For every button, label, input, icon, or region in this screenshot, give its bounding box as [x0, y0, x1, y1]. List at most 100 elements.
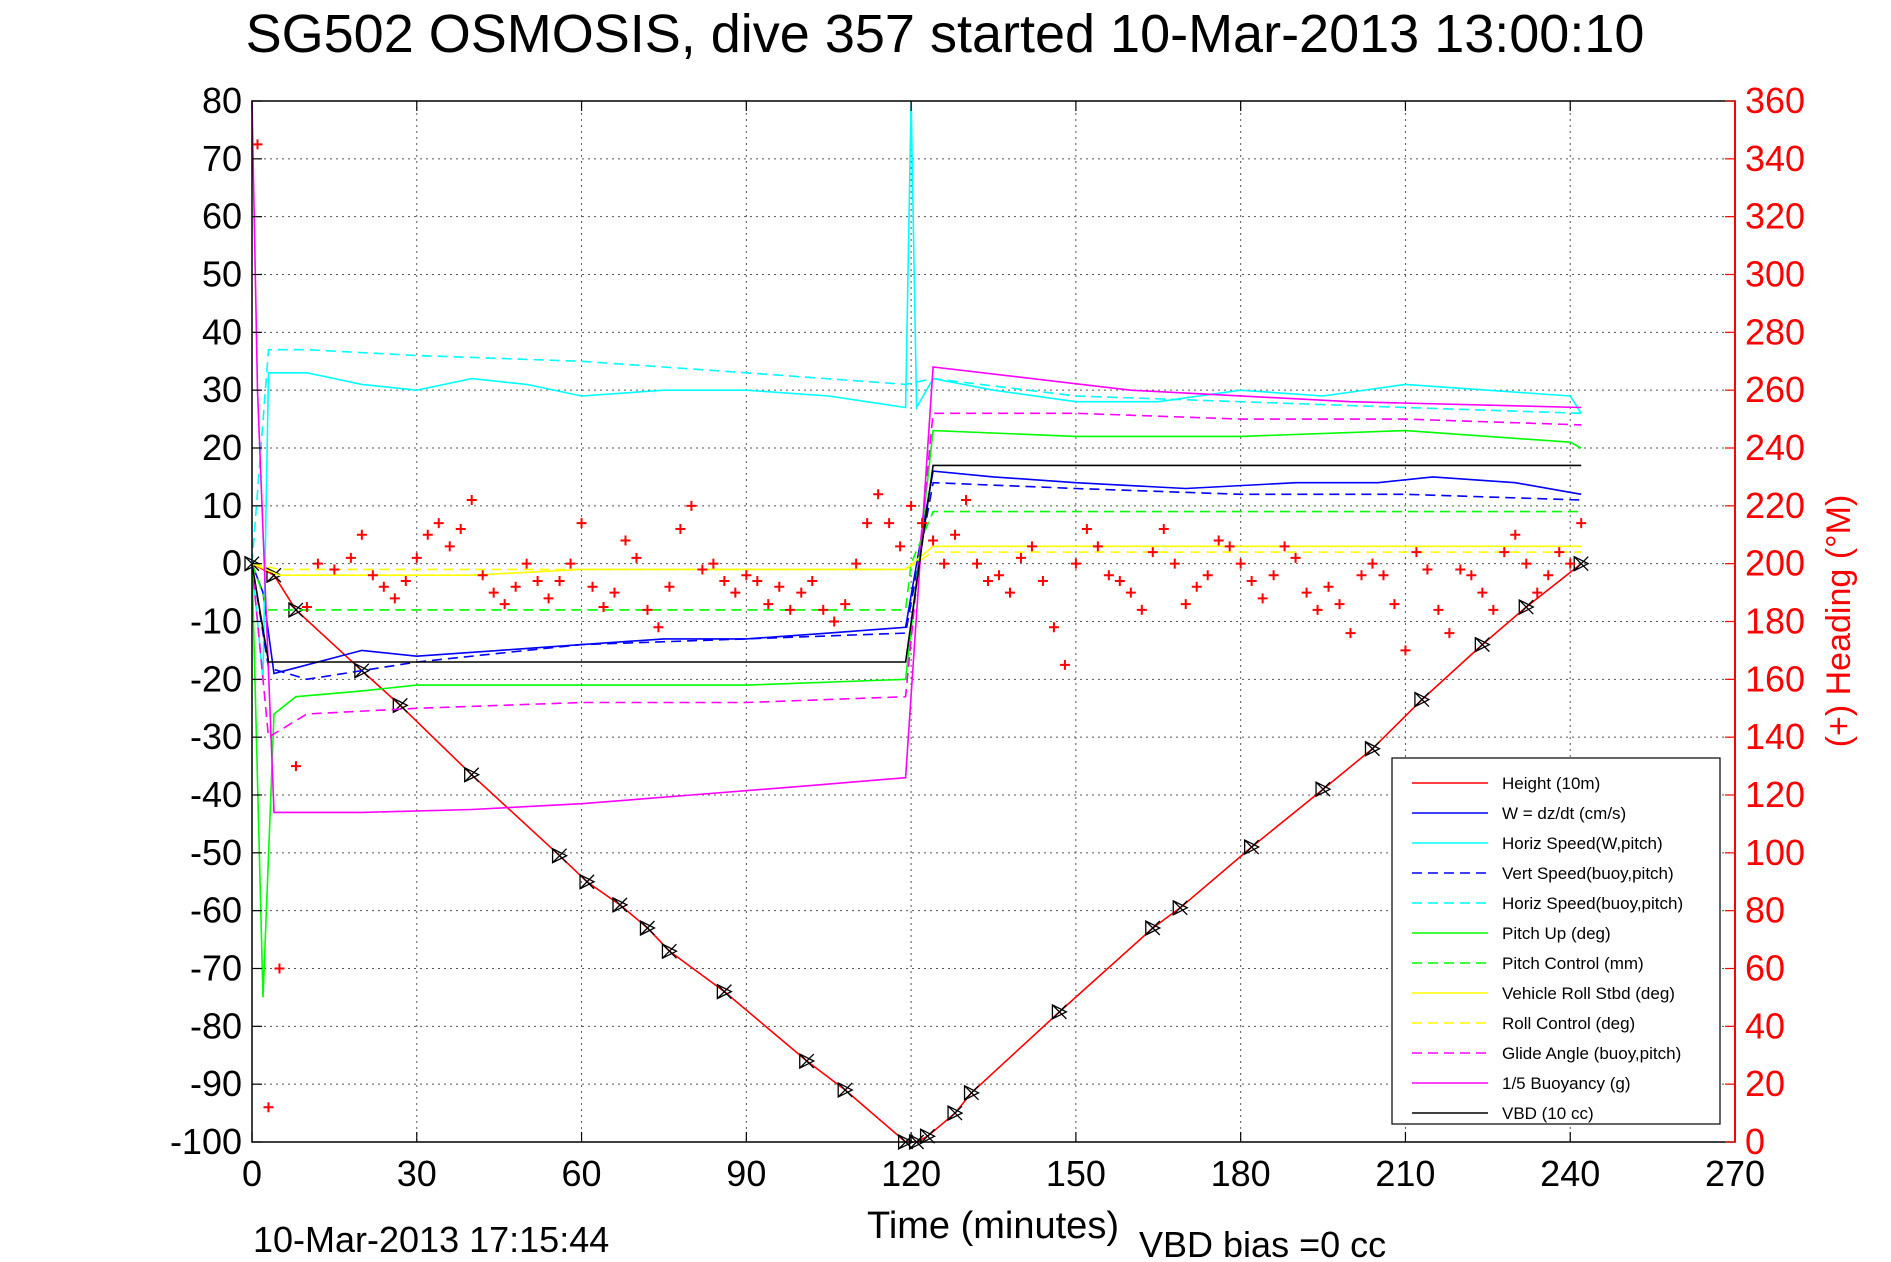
- heading-point: [312, 558, 323, 569]
- heading-point: [1323, 581, 1334, 592]
- right-tick-label: 280: [1745, 311, 1805, 352]
- heading-point: [620, 535, 631, 546]
- right-tick-label: 220: [1745, 485, 1805, 526]
- y-tick-label: 80: [202, 80, 242, 121]
- heading-point: [1070, 558, 1081, 569]
- heading-point: [1125, 587, 1136, 598]
- heading-point: [1488, 604, 1499, 615]
- heading-point: [675, 523, 686, 534]
- x-tick-label: 120: [881, 1153, 941, 1194]
- heading-point: [1081, 523, 1092, 534]
- heading-point: [653, 622, 664, 633]
- legend-label: Pitch Up (deg): [1502, 924, 1611, 943]
- y-tick-label: 20: [202, 427, 242, 468]
- heading-point: [543, 593, 554, 604]
- x-tick-label: 180: [1211, 1153, 1271, 1194]
- series-line-vbd-10-cc: [251, 464, 1582, 663]
- heading-point: [873, 489, 884, 500]
- heading-point: [895, 541, 906, 552]
- heading-point: [1202, 570, 1213, 581]
- heading-point: [1565, 558, 1576, 569]
- height-marker: [639, 919, 656, 937]
- y-tick-label: -90: [190, 1063, 242, 1104]
- heading-point: [1334, 599, 1345, 610]
- heading-point: [1532, 587, 1543, 598]
- heading-point: [488, 587, 499, 598]
- y-tick-label: -70: [190, 948, 242, 989]
- heading-point: [1213, 535, 1224, 546]
- heading-point: [499, 599, 510, 610]
- series-line-1-5-buoyancy-g: [251, 100, 1582, 814]
- heading-point: [1576, 518, 1587, 529]
- right-tick-label: 340: [1745, 138, 1805, 179]
- series-line-horiz-speed-buoy-pitch: [251, 348, 1582, 564]
- heading-point: [774, 581, 785, 592]
- heading-point: [1301, 587, 1312, 598]
- series-line-roll-control-deg: [251, 551, 1582, 571]
- heading-point: [862, 518, 873, 529]
- heading-point: [972, 558, 983, 569]
- height-marker: [1172, 899, 1189, 916]
- heading-point: [554, 576, 565, 587]
- heading-point: [752, 576, 763, 587]
- heading-point: [1378, 570, 1389, 581]
- series-line-w-dz-dt-cm-s: [251, 470, 1582, 675]
- right-tick-label: 0: [1745, 1121, 1765, 1162]
- x-tick-label: 150: [1046, 1153, 1106, 1194]
- heading-point: [1103, 570, 1114, 581]
- heading-point: [609, 587, 620, 598]
- heading-point: [1466, 570, 1477, 581]
- heading-point: [1433, 604, 1444, 615]
- heading-point: [1367, 558, 1378, 569]
- legend-label: Vert Speed(buoy,pitch): [1502, 864, 1674, 883]
- grid-lines: [252, 101, 1735, 1142]
- heading-point: [785, 604, 796, 615]
- footer-timestamp: 10-Mar-2013 17:15:44: [253, 1219, 609, 1260]
- heading-point: [1444, 628, 1455, 639]
- x-tick-label: 90: [726, 1153, 766, 1194]
- series-layer: [244, 100, 1590, 1151]
- heading-point: [906, 500, 917, 511]
- heading-point: [1191, 581, 1202, 592]
- right-tick-label: 300: [1745, 254, 1805, 295]
- y-tick-label: -20: [190, 658, 242, 699]
- heading-point: [1246, 576, 1257, 587]
- heading-point: [961, 495, 972, 506]
- legend-label: Vehicle Roll Stbd (deg): [1502, 984, 1675, 1003]
- heading-point: [532, 576, 543, 587]
- heading-point: [708, 558, 719, 569]
- heading-point: [928, 535, 939, 546]
- heading-point: [1004, 587, 1015, 598]
- heading-point: [884, 518, 895, 529]
- right-tick-label: 240: [1745, 427, 1805, 468]
- heading-point: [1312, 604, 1323, 615]
- heading-point: [1169, 558, 1180, 569]
- height-marker: [799, 1052, 816, 1070]
- heading-point: [263, 1102, 274, 1113]
- heading-point: [1510, 529, 1521, 540]
- heading-point: [1235, 558, 1246, 569]
- right-tick-label: 360: [1745, 80, 1805, 121]
- x-tick-label: 210: [1375, 1153, 1435, 1194]
- height-marker: [551, 847, 569, 864]
- heading-point: [329, 564, 340, 575]
- right-tick-label: 180: [1745, 601, 1805, 642]
- heading-point: [411, 552, 422, 563]
- height-marker: [837, 1081, 854, 1099]
- legend: Height (10m) W = dz/dt (cm/s) Horiz Speed(…: [1391, 757, 1721, 1125]
- y-tick-label: 30: [202, 369, 242, 410]
- heading-point: [1356, 570, 1367, 581]
- heading-point: [433, 518, 444, 529]
- heading-point: [290, 761, 301, 772]
- x-tick-label: 0: [242, 1153, 262, 1194]
- heading-point: [1477, 587, 1488, 598]
- heading-point: [1059, 659, 1070, 670]
- x-tick-label: 270: [1705, 1153, 1765, 1194]
- y-tick-label: 40: [202, 311, 242, 352]
- y-tick-label: -10: [190, 601, 242, 642]
- height-marker: [1051, 1003, 1068, 1020]
- y-tick-label: -30: [190, 716, 242, 757]
- legend-box: [1391, 757, 1721, 1125]
- heading-point: [741, 570, 752, 581]
- y-tick-label: 50: [202, 254, 242, 295]
